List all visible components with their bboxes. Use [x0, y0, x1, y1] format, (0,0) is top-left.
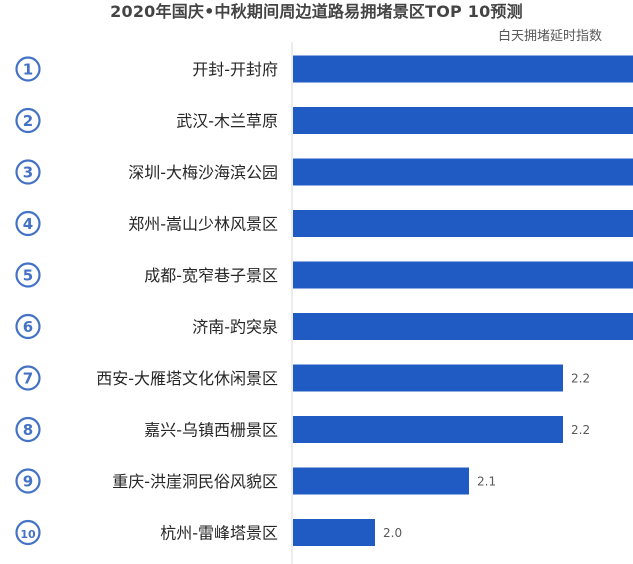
bar — [293, 519, 375, 546]
category-label: 深圳-大梅沙海滨公园 — [128, 163, 278, 182]
rank-circle — [15, 365, 41, 391]
bar — [293, 158, 633, 186]
rank-label: 6 — [23, 318, 33, 336]
category-label: 杭州-雷峰塔景区 — [160, 524, 278, 543]
chart-subtitle: 白天拥堵延时指数 — [497, 29, 602, 44]
value-label: 2.2 — [571, 372, 590, 386]
rank-label: 7 — [23, 370, 33, 388]
bar — [293, 55, 633, 83]
category-label: 西安-大雁塔文化休闲景区 — [96, 369, 278, 388]
value-label: 2.0 — [383, 526, 402, 540]
bar — [293, 416, 563, 443]
rank-label: 2 — [23, 112, 33, 130]
rank-label: 5 — [23, 267, 33, 285]
bar — [293, 261, 633, 289]
rank-circle — [15, 107, 41, 134]
bar — [293, 467, 469, 495]
rank-circle — [15, 56, 41, 82]
rank-circle — [15, 313, 41, 340]
bar — [293, 364, 563, 392]
rank-label: 9 — [23, 473, 33, 491]
category-label: 济南-趵突泉 — [192, 318, 278, 337]
rank-circle — [15, 262, 41, 288]
category-label: 重庆-洪崖洞民俗风貌区 — [112, 472, 278, 491]
category-label: 嘉兴-乌镇西栅景区 — [144, 421, 278, 440]
bar — [293, 313, 633, 340]
bar — [293, 210, 633, 237]
rank-circle — [15, 416, 41, 443]
chart-title: 2020年国庆•中秋期间周边道路易拥堵景区TOP 10预测 — [110, 2, 523, 21]
rank-circle — [15, 519, 41, 546]
rank-label: 4 — [23, 215, 33, 233]
value-label: 2.1 — [477, 475, 496, 489]
category-label: 武汉-木兰草原 — [176, 112, 278, 131]
rank-label: 8 — [23, 421, 33, 439]
category-label: 成都-宽窄巷子景区 — [144, 266, 278, 285]
rank-label: 1 — [23, 61, 33, 79]
rank-circle — [15, 159, 41, 185]
value-label: 2.2 — [571, 423, 590, 437]
category-label: 开封-开封府 — [192, 60, 278, 79]
rank-circle — [15, 210, 41, 237]
rank-label: 3 — [23, 164, 33, 182]
category-label: 郑州-嵩山少林风景区 — [128, 215, 278, 234]
rank-label: 10 — [20, 528, 36, 541]
bar — [293, 107, 633, 134]
rank-circle — [15, 468, 41, 494]
